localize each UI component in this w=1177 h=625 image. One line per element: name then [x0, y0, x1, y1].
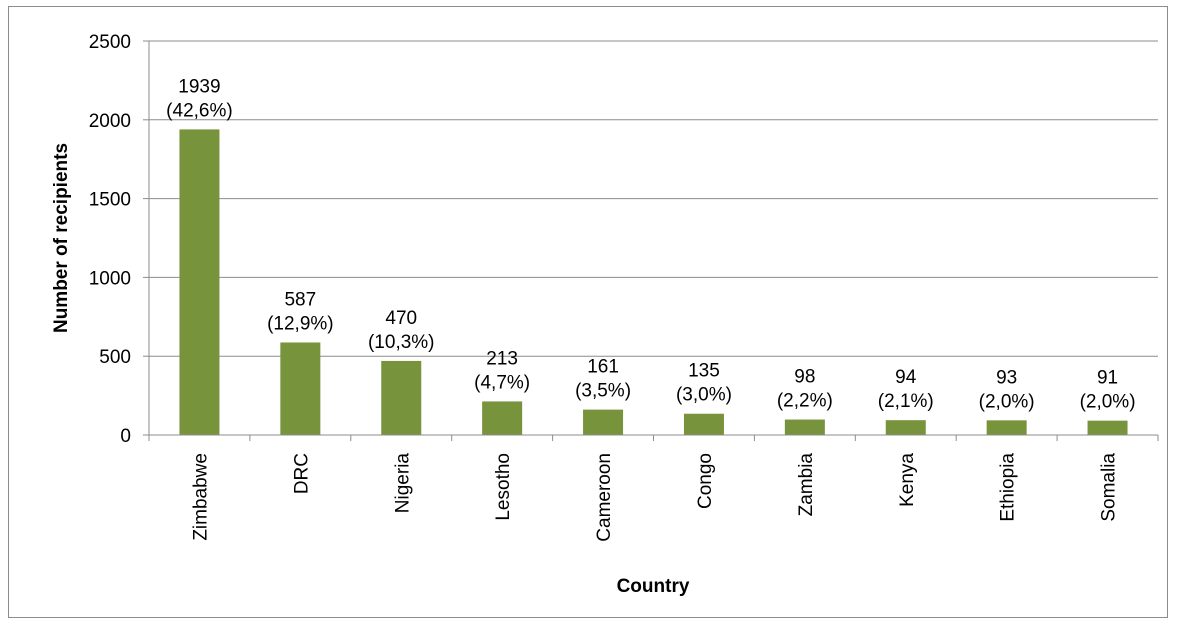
x-axis-title: Country	[617, 576, 690, 597]
data-label-percent: (2,0%)	[979, 391, 1035, 412]
x-tick-label: DRC	[291, 453, 312, 494]
bar-cameroon	[583, 409, 624, 435]
y-tick-label: 2500	[89, 32, 131, 53]
x-tick-label: Cameroon	[594, 453, 615, 542]
data-label-percent: (3,5%)	[575, 381, 631, 402]
bar-nigeria	[381, 360, 422, 435]
x-tick-label: Nigeria	[392, 453, 413, 514]
data-label-value: 135	[688, 361, 720, 382]
bar-ethiopia	[986, 420, 1027, 435]
bar-kenya	[885, 420, 926, 435]
data-label-percent: (2,2%)	[777, 391, 833, 412]
x-tick-label: Ethiopia	[998, 453, 1019, 522]
data-label-value: 94	[895, 367, 917, 388]
data-label-value: 1939	[178, 76, 220, 97]
bars	[179, 129, 1128, 435]
data-label-percent: (2,1%)	[878, 391, 934, 412]
bar-congo	[683, 413, 724, 435]
data-label-percent: (42,6%)	[166, 100, 233, 121]
x-tick-label: Somalia	[1099, 453, 1120, 522]
bar-somalia	[1087, 420, 1128, 435]
data-labels: (42,6%) 1939 (12,9%) 587 (10,3%) 470 (4,7%) 213…	[166, 76, 1135, 412]
x-tick-label: Kenya	[897, 453, 918, 507]
data-label-value: 161	[587, 357, 619, 378]
data-label-value: 98	[794, 367, 815, 388]
x-axis-ticks	[148, 435, 1159, 441]
bar-lesotho	[482, 401, 523, 435]
bar-zimbabwe	[179, 129, 220, 435]
y-axis-title: Number of recipients	[51, 143, 72, 333]
x-tick-label: Lesotho	[493, 453, 514, 521]
x-tick-label: Zambia	[796, 453, 817, 517]
y-tick-label: 0	[120, 426, 131, 447]
data-label-value: 91	[1097, 368, 1118, 389]
data-label-percent: (4,7%)	[474, 372, 530, 393]
y-tick-label: 2000	[89, 111, 131, 132]
data-label-value: 213	[486, 348, 518, 369]
y-tick-label: 1500	[89, 190, 131, 211]
x-tick-label: Congo	[695, 453, 716, 509]
bar-drc	[280, 342, 321, 435]
data-label-percent: (10,3%)	[368, 332, 435, 353]
bar-zambia	[784, 419, 825, 435]
data-label-percent: (3,0%)	[676, 385, 732, 406]
y-tick-label: 500	[99, 347, 131, 368]
data-label-percent: (2,0%)	[1080, 392, 1136, 413]
x-axis-tick-labels: Zimbabwe DRC Nigeria Lesotho Cameroon Congo Za…	[190, 453, 1119, 542]
y-axis-ticks: 0 500 1000 1500 2000 2500	[89, 32, 149, 447]
data-label-value: 93	[996, 367, 1017, 388]
data-label-value: 587	[284, 289, 316, 310]
data-label-value: 470	[385, 308, 417, 329]
x-tick-label: Zimbabwe	[190, 453, 211, 541]
y-tick-label: 1000	[89, 268, 131, 289]
data-label-percent: (12,9%)	[267, 313, 334, 334]
